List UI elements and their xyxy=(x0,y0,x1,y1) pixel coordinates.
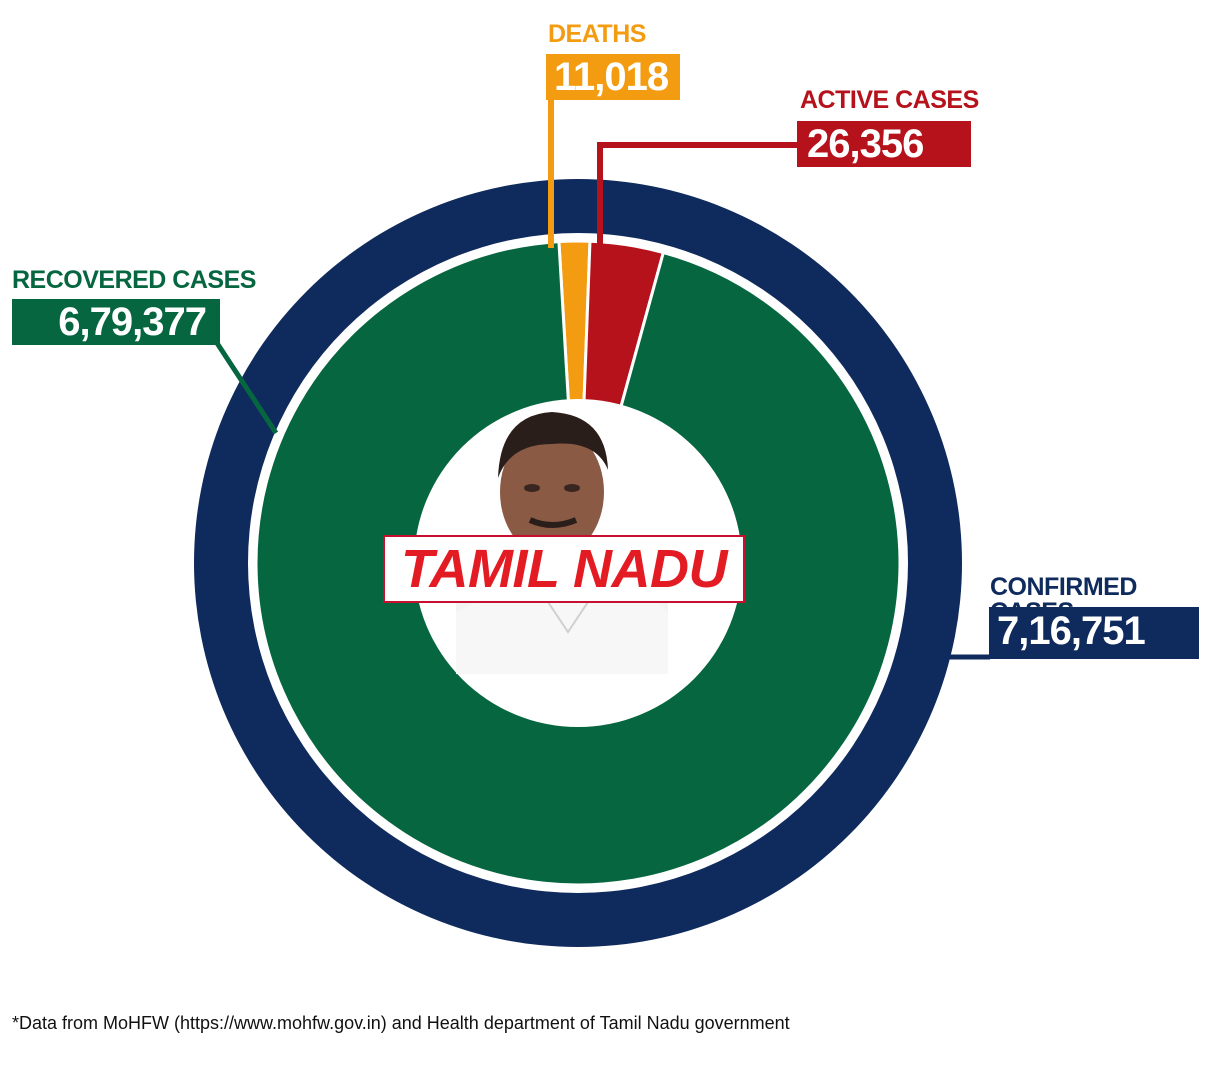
deaths-value: 11,018 xyxy=(546,54,680,100)
state-name-label: TAMIL NADU xyxy=(383,535,745,603)
active-cases-label: ACTIVE CASES xyxy=(800,86,979,114)
data-source-footnote: *Data from MoHFW (https://www.mohfw.gov.… xyxy=(12,1013,790,1033)
recovered-leader xyxy=(212,338,279,435)
active-cases-value: 26,356 xyxy=(797,121,971,167)
leader-lines xyxy=(212,100,990,660)
active-leader xyxy=(597,142,800,250)
recovered-cases-value: 6,79,377 xyxy=(12,299,220,345)
recovered-cases-label: RECOVERED CASES xyxy=(12,266,256,294)
confirmed-cases-value: 7,16,751 xyxy=(989,607,1199,659)
portrait-photo xyxy=(456,412,668,674)
deaths-label: DEATHS xyxy=(548,20,646,48)
